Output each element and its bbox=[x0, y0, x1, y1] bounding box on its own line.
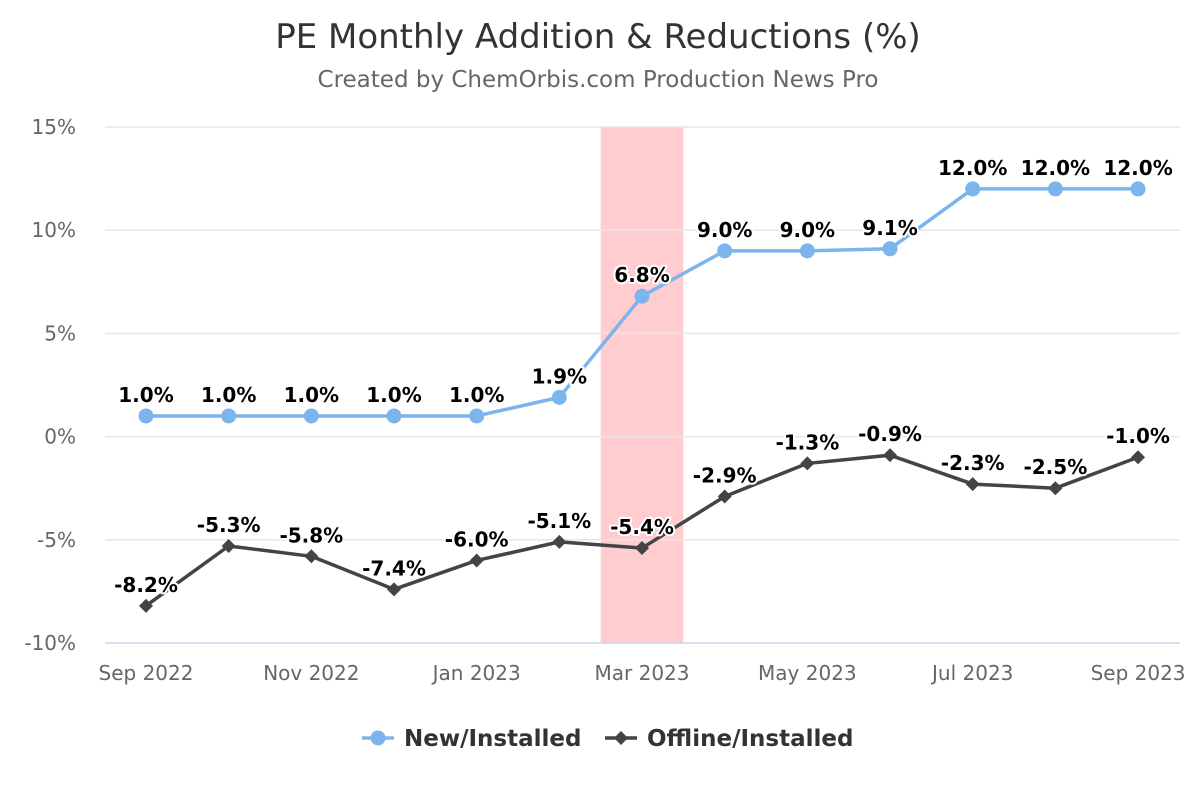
data-label: -5.4% bbox=[610, 515, 674, 539]
chart-subtitle: Created by ChemOrbis.com Production News… bbox=[318, 67, 879, 93]
data-point[interactable] bbox=[717, 243, 733, 259]
data-point[interactable] bbox=[717, 489, 732, 504]
data-point[interactable] bbox=[221, 408, 237, 424]
legend-item-new-installed[interactable]: New/Installed bbox=[362, 726, 581, 752]
data-point[interactable] bbox=[138, 408, 154, 424]
data-point[interactable] bbox=[551, 389, 567, 405]
data-point[interactable] bbox=[882, 241, 898, 257]
data-point[interactable] bbox=[1130, 181, 1146, 197]
data-label: 6.8% bbox=[614, 263, 669, 287]
data-label: -7.4% bbox=[362, 556, 426, 580]
x-tick-label: Nov 2022 bbox=[263, 661, 359, 685]
data-label: -8.2% bbox=[114, 573, 178, 597]
y-tick-label: -5% bbox=[37, 528, 76, 552]
chart-title: PE Monthly Addition & Reductions (%) bbox=[275, 17, 921, 57]
data-point[interactable] bbox=[1131, 450, 1146, 465]
x-tick-label: Jul 2023 bbox=[930, 661, 1013, 685]
legend-marker bbox=[614, 731, 628, 745]
data-label: -6.0% bbox=[445, 527, 509, 551]
data-point[interactable] bbox=[800, 456, 815, 471]
data-label: -5.3% bbox=[197, 513, 261, 537]
x-tick-label: Sep 2022 bbox=[99, 661, 194, 685]
legend-item-offline-installed[interactable]: Offline/Installed bbox=[605, 726, 853, 752]
legend: New/Installed Offline/Installed bbox=[362, 726, 853, 752]
data-label: -5.8% bbox=[279, 523, 343, 547]
data-label: -2.9% bbox=[693, 463, 757, 487]
data-point[interactable] bbox=[304, 549, 319, 564]
data-label: 9.0% bbox=[697, 218, 752, 242]
data-point[interactable] bbox=[1048, 481, 1063, 496]
data-label: 1.0% bbox=[284, 383, 339, 407]
data-label: 1.0% bbox=[449, 383, 504, 407]
series-layer bbox=[138, 181, 1146, 613]
gridlines bbox=[105, 126, 1180, 644]
data-point[interactable] bbox=[386, 408, 402, 424]
data-label: 1.0% bbox=[201, 383, 256, 407]
data-point[interactable] bbox=[634, 288, 650, 304]
legend-label: New/Installed bbox=[404, 726, 581, 752]
data-labels: 1.0% 1.0% 1.0% 1.0% 1.0% 1.9% 6.8% 9.0% 9.0% 9.1%… bbox=[112, 154, 1175, 599]
data-point[interactable] bbox=[1047, 181, 1063, 197]
data-label: 1.0% bbox=[366, 383, 421, 407]
x-tick-label: May 2023 bbox=[758, 661, 857, 685]
data-point[interactable] bbox=[635, 541, 650, 556]
data-point[interactable] bbox=[965, 477, 980, 492]
data-point[interactable] bbox=[883, 448, 898, 463]
data-point[interactable] bbox=[469, 553, 484, 568]
data-point[interactable] bbox=[552, 534, 567, 549]
data-point[interactable] bbox=[139, 598, 153, 613]
data-label: 1.9% bbox=[532, 364, 587, 388]
data-label: -0.9% bbox=[858, 422, 922, 446]
data-label: 12.0% bbox=[1021, 156, 1090, 180]
data-label: -2.5% bbox=[1023, 455, 1087, 479]
highlight-band bbox=[600, 127, 684, 643]
data-label: -2.3% bbox=[941, 451, 1005, 475]
y-tick-label: -10% bbox=[24, 631, 76, 655]
data-point[interactable] bbox=[221, 538, 236, 553]
y-tick-label: 15% bbox=[32, 115, 76, 139]
data-label: 1.0% bbox=[118, 383, 173, 407]
y-tick-label: 5% bbox=[44, 321, 76, 345]
y-tick-label: 10% bbox=[32, 218, 76, 242]
highlight-band-layer bbox=[600, 127, 684, 643]
y-tick-label: 0% bbox=[44, 425, 76, 449]
x-axis-ticks: Sep 2022 Nov 2022 Jan 2023 Mar 2023 May 2023… bbox=[99, 661, 1186, 685]
data-point[interactable] bbox=[387, 582, 402, 597]
legend-label: Offline/Installed bbox=[647, 726, 853, 752]
x-tick-label: Jan 2023 bbox=[431, 661, 521, 685]
data-label: 12.0% bbox=[938, 156, 1007, 180]
data-label: 12.0% bbox=[1103, 156, 1172, 180]
data-point[interactable] bbox=[469, 408, 485, 424]
data-point[interactable] bbox=[799, 243, 815, 259]
data-label: 9.0% bbox=[780, 218, 835, 242]
data-label: -1.0% bbox=[1106, 424, 1170, 448]
data-label: -5.1% bbox=[527, 509, 591, 533]
data-label: 9.1% bbox=[862, 216, 917, 240]
y-axis-ticks: 15% 10% 5% 0% -5% -10% bbox=[24, 115, 76, 655]
legend-marker bbox=[370, 730, 386, 746]
x-tick-label: Sep 2023 bbox=[1091, 661, 1186, 685]
data-point[interactable] bbox=[965, 181, 981, 197]
x-tick-label: Mar 2023 bbox=[595, 661, 690, 685]
data-point[interactable] bbox=[303, 408, 319, 424]
data-label: -1.3% bbox=[775, 430, 839, 454]
